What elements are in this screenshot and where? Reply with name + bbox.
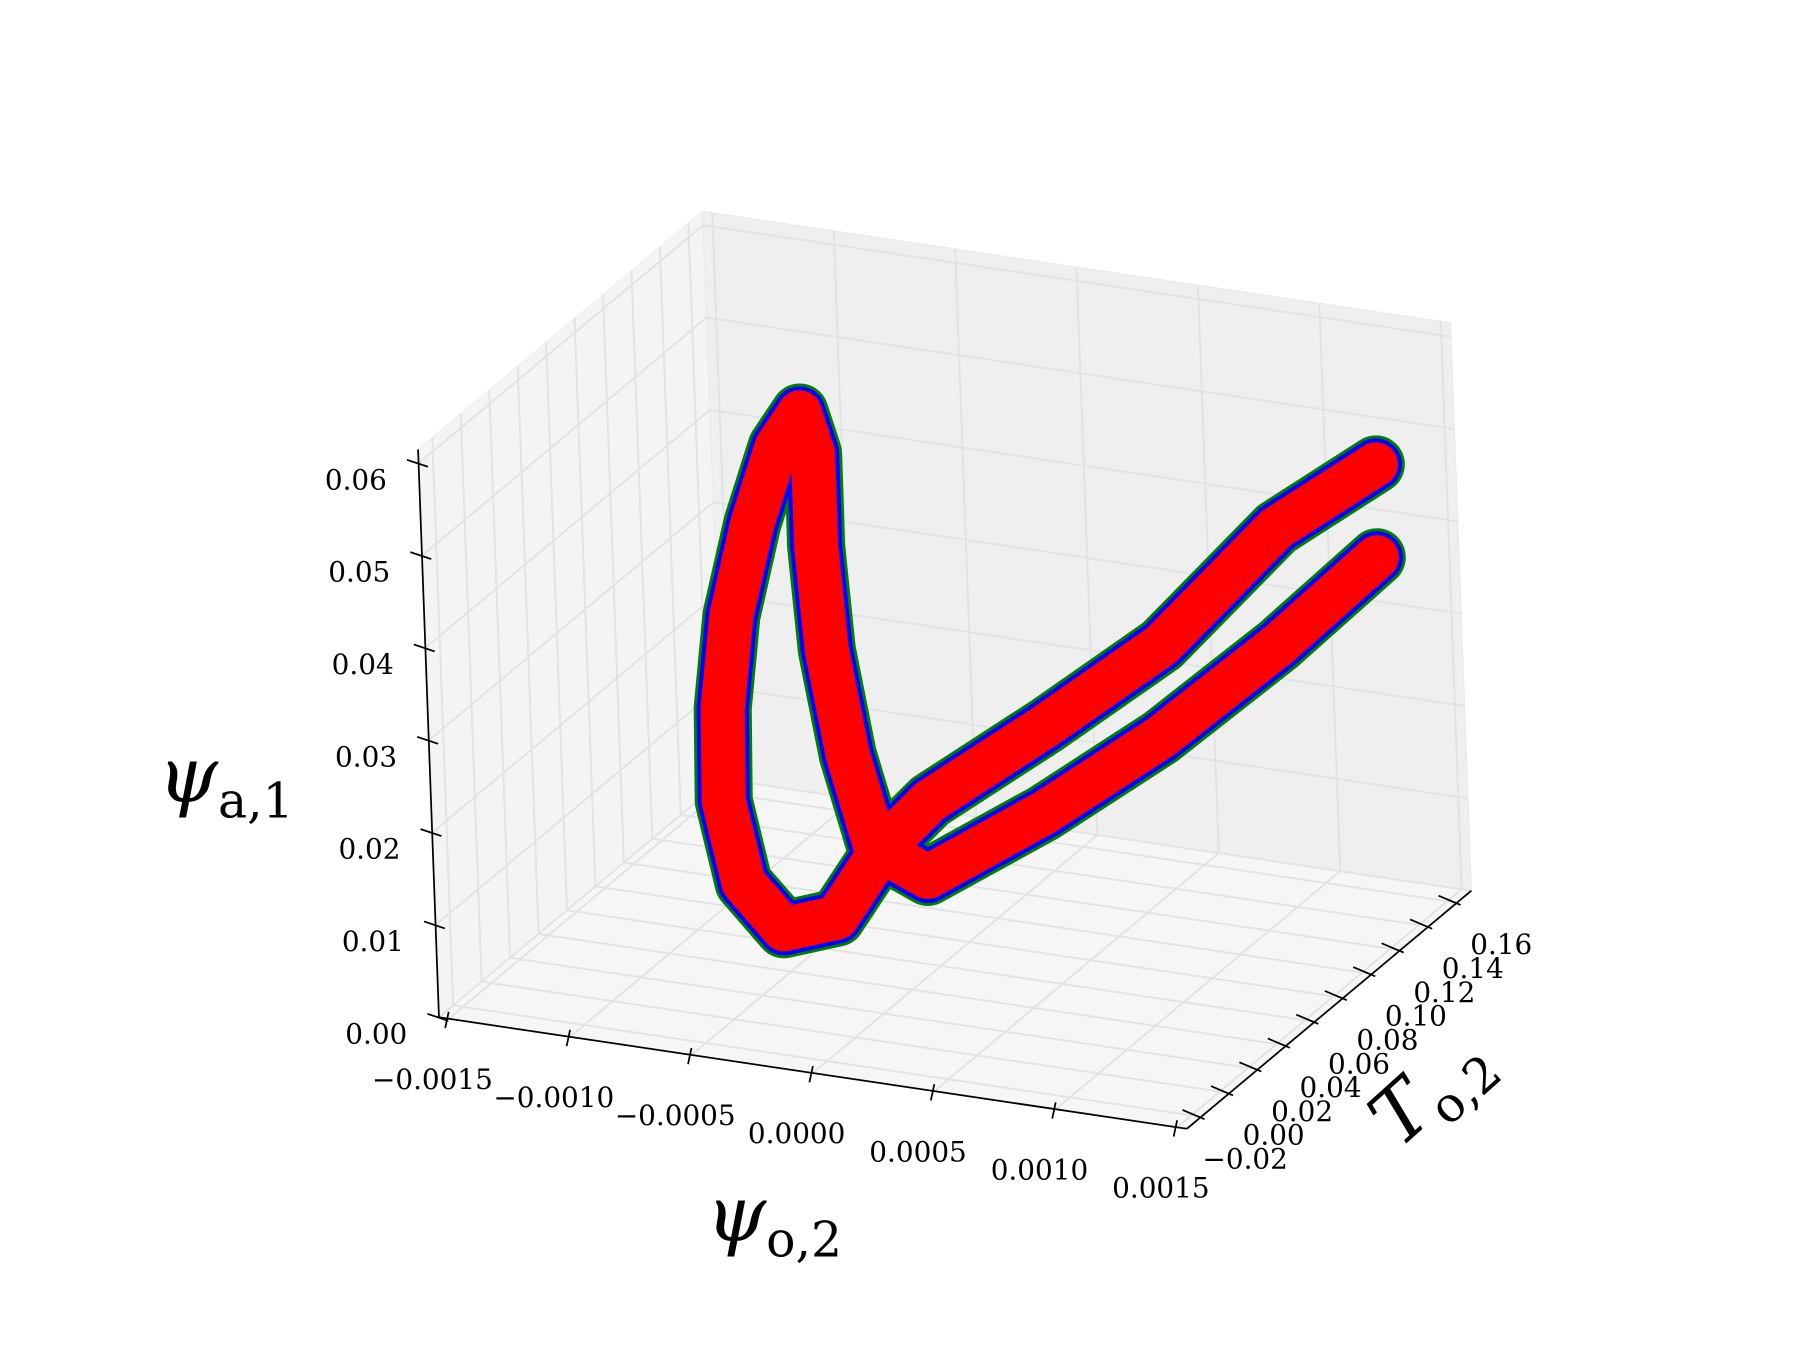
grid-line xyxy=(954,248,977,817)
marks xyxy=(693,383,1406,959)
z-tick-label: 0.04 xyxy=(332,648,394,681)
z-tick-label: 0.02 xyxy=(338,833,400,866)
axes: −0.0015−0.0010−0.0005 0.0000 0.0005 0.0010 0… xyxy=(325,449,1532,1205)
grid-line xyxy=(709,790,1458,904)
z-tick-label: 0.05 xyxy=(328,556,390,589)
grid-line xyxy=(421,316,708,557)
z-tick-label: 0.06 xyxy=(325,463,387,496)
x-tick-label: −0.0010 xyxy=(493,1081,614,1114)
grid-line xyxy=(569,798,856,1038)
grid-line xyxy=(434,686,721,926)
x-tick-label: 0.0010 xyxy=(991,1153,1088,1186)
z-label-subscript: a,1 xyxy=(218,773,294,830)
z-tick xyxy=(410,551,432,560)
grid-line xyxy=(706,316,1455,430)
x-tick xyxy=(565,1029,571,1047)
x-axis-label: ψo,2 xyxy=(706,1170,842,1268)
z-tick xyxy=(413,643,435,653)
z-tick xyxy=(420,828,442,837)
z-tick-label: 0.03 xyxy=(335,740,397,773)
grid-line xyxy=(448,779,734,1020)
z-tick xyxy=(423,920,446,930)
grid-line xyxy=(652,837,1401,952)
y-tick-label: −0.02 xyxy=(1203,1143,1288,1176)
y-tick-label: 0.00 xyxy=(1243,1119,1305,1152)
y-tick-label: 0.02 xyxy=(1271,1095,1333,1128)
grid-line xyxy=(516,366,540,935)
z-axis-label: ψa,1 xyxy=(158,731,294,829)
grid-line xyxy=(1176,888,1463,1129)
x-tick xyxy=(808,1065,814,1083)
z-tick xyxy=(416,735,439,745)
grid-line xyxy=(481,980,1230,1094)
z-tick xyxy=(406,458,429,468)
x-tick-label: 0.0015 xyxy=(1112,1172,1209,1205)
grid-line xyxy=(702,224,1452,338)
grid-line xyxy=(431,437,455,1006)
x-tick-label: −0.0015 xyxy=(372,1063,493,1096)
grid-line xyxy=(417,224,704,464)
grid-line xyxy=(812,834,1099,1074)
trajectory-band xyxy=(700,390,1399,952)
grid-line xyxy=(566,909,1316,1023)
grid-line xyxy=(509,956,1259,1071)
grid-line xyxy=(602,294,625,863)
grid-line xyxy=(545,342,568,911)
x-label-symbol: ψ xyxy=(706,1170,767,1259)
x-tick xyxy=(687,1047,693,1065)
x-tick-label: −0.0005 xyxy=(615,1099,736,1132)
grid-line xyxy=(488,389,512,958)
y-tick-label: 0.04 xyxy=(1300,1071,1362,1104)
y-axis-line xyxy=(1186,890,1472,1130)
z-label-symbol: ψ xyxy=(158,731,219,820)
z-tick-label: 0.01 xyxy=(342,925,404,958)
grid-line xyxy=(1055,870,1341,1110)
z-axis-line xyxy=(417,449,440,1018)
grid-line xyxy=(1439,321,1463,890)
x-tick xyxy=(1051,1102,1057,1119)
grid-line xyxy=(424,409,711,649)
grid-line xyxy=(428,501,714,741)
grid-line xyxy=(933,852,1220,1092)
y-tick-label: 0.10 xyxy=(1385,1000,1447,1033)
grid-line xyxy=(538,933,1287,1047)
y-tick-label: 0.12 xyxy=(1413,976,1475,1009)
grid-line xyxy=(459,413,483,982)
grid-line xyxy=(453,1004,1202,1118)
grid-line xyxy=(1075,267,1099,836)
grid-line xyxy=(573,318,597,887)
grid-line xyxy=(438,778,725,1019)
z-tick xyxy=(427,1012,449,1022)
grid-line xyxy=(630,270,654,839)
x-tick xyxy=(929,1083,936,1101)
grid-line xyxy=(680,814,1429,928)
x-axis-line xyxy=(438,1016,1187,1130)
y-tick-label: 0.16 xyxy=(1470,928,1532,961)
x-tick xyxy=(1172,1120,1178,1137)
x-tick-label: 0.0005 xyxy=(869,1135,966,1168)
x-tick-label: 0.0000 xyxy=(748,1117,845,1150)
z-tick-label: 0.00 xyxy=(345,1017,407,1050)
grid-line xyxy=(595,885,1344,999)
grid-line xyxy=(658,247,682,815)
y-tick-label: 0.08 xyxy=(1356,1023,1418,1056)
y-tick-label: 0.06 xyxy=(1328,1047,1390,1080)
grid-line xyxy=(431,593,718,834)
y-tick-label: 0.14 xyxy=(1442,952,1504,985)
x-label-subscript: o,2 xyxy=(766,1212,842,1269)
